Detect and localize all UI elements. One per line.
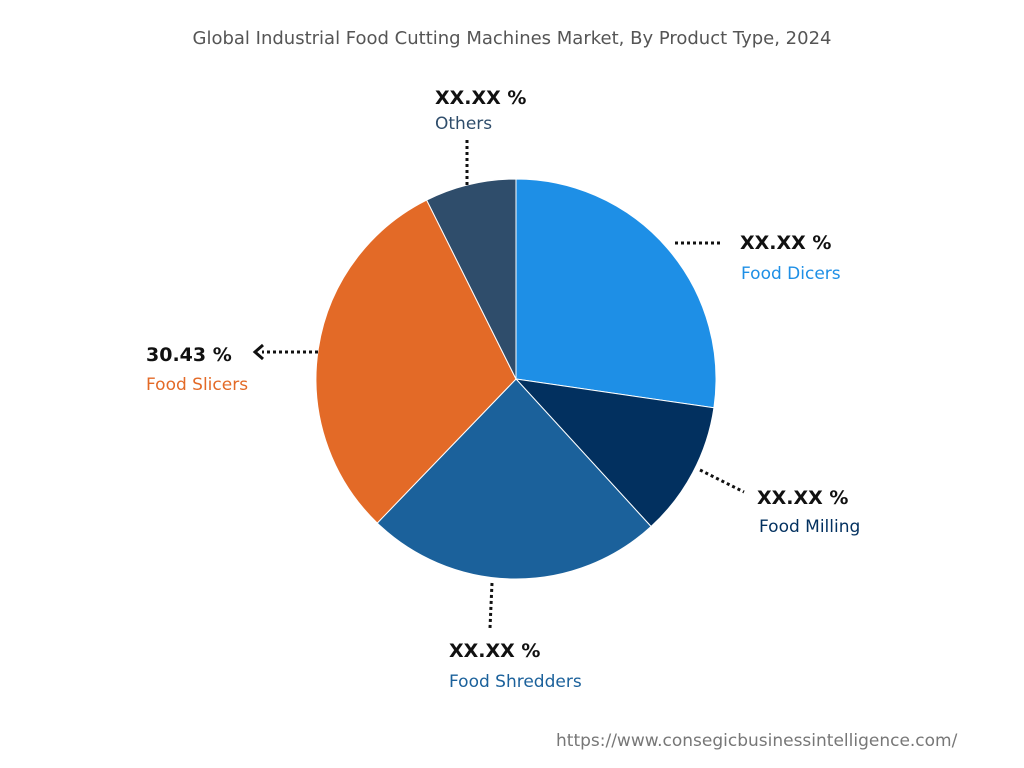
data-label-food-dicers: XX.XX % <box>740 232 832 254</box>
data-label-food-milling: XX.XX % <box>757 487 849 509</box>
legend-label-food-slicers: Food Slicers <box>146 375 249 395</box>
source-url: https://www.consegicbusinessintelligence… <box>556 731 958 751</box>
legend-label-food-milling: Food Milling <box>759 517 861 537</box>
arrow-head-food-slicers <box>252 343 264 361</box>
pie-slice-food-dicers <box>515 178 717 409</box>
legend-label-food-shredders: Food Shredders <box>449 672 582 692</box>
pie-slice-food-slicers <box>315 199 517 524</box>
leader-line-food-milling <box>699 468 745 494</box>
chart-title: Global Industrial Food Cutting Machines … <box>192 28 832 49</box>
data-label-food-shredders: XX.XX % <box>449 640 541 662</box>
data-label-others: XX.XX % <box>435 87 527 109</box>
pie-slice-others <box>425 178 517 380</box>
legend-label-others: Others <box>435 114 493 134</box>
legend-label-food-dicers: Food Dicers <box>741 264 841 284</box>
leader-line-food-shredders <box>488 582 494 629</box>
pie-slice-food-milling <box>514 378 715 528</box>
data-label-food-slicers: 30.43 % <box>146 344 232 366</box>
pie-slice-food-shredders <box>376 378 652 580</box>
